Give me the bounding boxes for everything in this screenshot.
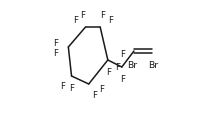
Text: F: F	[100, 11, 105, 20]
Text: F: F	[107, 16, 112, 25]
Text: F: F	[53, 49, 58, 58]
Text: F: F	[80, 11, 85, 20]
Text: F: F	[53, 39, 58, 48]
Text: F: F	[69, 84, 74, 93]
Text: F: F	[105, 68, 110, 77]
Text: F: F	[119, 75, 124, 84]
Text: F: F	[99, 85, 104, 94]
Text: F: F	[60, 82, 65, 91]
Text: Br: Br	[127, 61, 137, 70]
Text: F: F	[92, 91, 97, 100]
Text: Br: Br	[147, 61, 157, 70]
Text: F: F	[72, 16, 77, 25]
Text: F: F	[114, 63, 119, 72]
Text: F: F	[119, 50, 124, 59]
